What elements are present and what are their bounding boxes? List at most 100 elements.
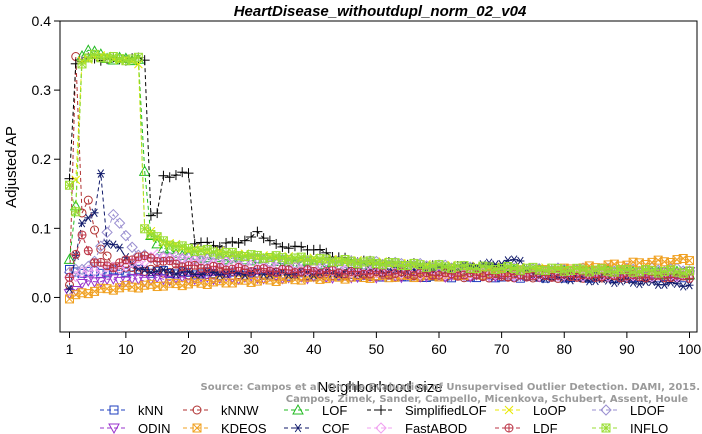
legend-label: KDEOS: [221, 421, 267, 434]
data-point: [183, 168, 194, 179]
data-point: [215, 262, 225, 272]
data-point: [629, 278, 638, 287]
data-point: [65, 180, 74, 190]
data-point: [271, 276, 281, 286]
data-point: [277, 241, 288, 252]
data-point: [84, 213, 93, 223]
data-point: [584, 267, 594, 277]
y-axis: 0.0 0.1 0.2 0.3 0.4: [32, 13, 60, 305]
y-tick-label: 0.2: [32, 151, 52, 167]
data-point: [113, 263, 126, 275]
x-tick-label: 20: [181, 341, 197, 357]
x-axis-title: Neighborhood size: [317, 379, 442, 396]
legend-label: SimplifiedLOF: [405, 403, 487, 418]
data-point: [277, 253, 287, 263]
data-point: [276, 264, 289, 276]
data-point: [509, 263, 519, 273]
x-tick-label: 1: [66, 341, 74, 357]
data-point: [190, 260, 200, 270]
x-tick-label: 40: [306, 341, 322, 357]
legend-item-cof: COF: [284, 421, 350, 434]
data-point: [159, 265, 168, 275]
legend-item-simplifiedlof: SimplifiedLOF: [367, 403, 487, 418]
data-point: [326, 265, 339, 277]
legend-swatch-marker: [601, 423, 611, 433]
data-point: [101, 226, 113, 239]
data-point: [378, 260, 388, 270]
data-point: [409, 270, 419, 280]
data-point: [133, 52, 143, 62]
data-point: [165, 267, 174, 277]
legend-swatch-marker: [192, 405, 202, 415]
data-point: [246, 232, 257, 243]
y-tick-label: 0.3: [32, 82, 52, 98]
data-point: [666, 278, 675, 287]
data-point: [177, 167, 188, 178]
data-point: [145, 210, 156, 221]
data-point: [403, 261, 413, 271]
data-point: [109, 240, 118, 249]
data-point: [284, 265, 294, 275]
legend-item-knn: kNN: [100, 403, 163, 418]
data-point: [233, 237, 244, 248]
data-point: [685, 280, 694, 290]
legend-item-lof: LOF: [284, 403, 347, 418]
legend: kNN kNNW LOF SimplifiedLOF LoOP LDOF ODIN KDEOS…: [100, 403, 668, 434]
data-point: [126, 273, 138, 285]
data-point: [140, 265, 149, 274]
legend-swatch-marker: [504, 405, 514, 415]
data-point: [158, 266, 168, 276]
data-point: [120, 229, 132, 242]
data-point: [113, 217, 126, 229]
data-point: [103, 239, 112, 248]
data-point: [82, 276, 95, 287]
data-point: [515, 265, 525, 275]
legend-label: LDF: [533, 421, 558, 434]
data-point: [309, 256, 319, 266]
data-point: [660, 280, 669, 289]
data-point: [76, 266, 88, 278]
data-point: [63, 253, 76, 264]
legend-label: kNNW: [221, 403, 259, 418]
legend-swatch-marker: [292, 403, 304, 415]
legend-item-kdeos: KDEOS: [183, 421, 267, 434]
data-point: [115, 243, 124, 253]
data-point: [76, 279, 88, 290]
data-point: [264, 235, 275, 246]
data-point: [389, 256, 401, 269]
series-line: [69, 53, 690, 274]
legend-swatch-marker: [375, 422, 387, 434]
data-point: [83, 246, 93, 256]
data-point: [171, 279, 181, 289]
data-point: [96, 169, 105, 178]
data-point: [146, 279, 156, 289]
series-layer: [63, 44, 696, 304]
data-point: [447, 263, 457, 273]
legend-label: ODIN: [138, 421, 171, 434]
series-line: [69, 56, 690, 285]
data-point: [164, 172, 175, 183]
data-point: [221, 237, 232, 248]
chart-title: HeartDisease_withoutdupl_norm_02_v04: [234, 3, 527, 20]
x-tick-label: 60: [431, 341, 447, 357]
data-point: [647, 266, 657, 276]
data-point: [108, 263, 118, 273]
data-point: [90, 225, 100, 235]
x-tick-label: 30: [243, 341, 259, 357]
x-tick-label: 100: [678, 341, 702, 357]
data-point: [209, 247, 219, 257]
legend-item-ldf: LDF: [495, 421, 558, 434]
data-point: [384, 270, 394, 280]
data-point: [271, 251, 281, 261]
data-point: [126, 241, 138, 253]
data-point: [516, 256, 525, 266]
data-point: [82, 260, 94, 273]
data-point: [283, 243, 294, 254]
data-point: [390, 269, 400, 279]
data-point: [672, 279, 681, 289]
data-point: [96, 257, 106, 267]
data-point: [108, 285, 118, 295]
data-point: [140, 224, 150, 234]
data-point: [115, 258, 125, 268]
legend-label: INFLO: [630, 421, 668, 434]
